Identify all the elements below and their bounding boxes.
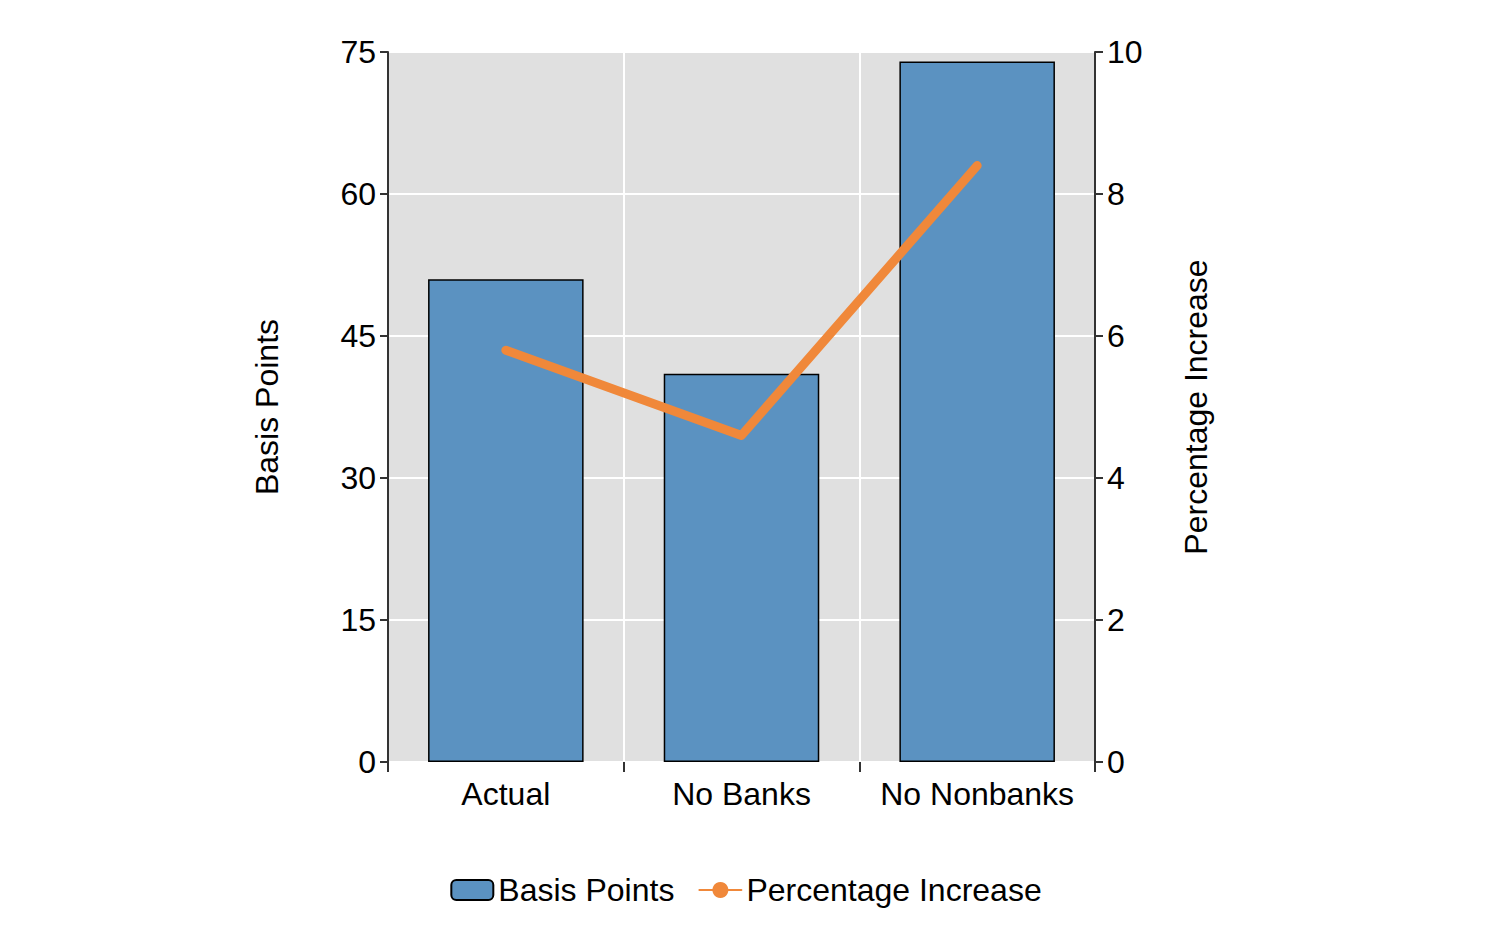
svg-text:2: 2 [1107, 602, 1125, 638]
svg-text:No Nonbanks: No Nonbanks [880, 776, 1074, 812]
svg-text:Percentage Increase: Percentage Increase [746, 872, 1041, 908]
svg-text:Basis Points: Basis Points [249, 319, 285, 495]
svg-text:8: 8 [1107, 176, 1125, 212]
svg-text:Percentage Increase: Percentage Increase [1178, 259, 1214, 554]
svg-text:0: 0 [358, 744, 376, 780]
svg-text:45: 45 [340, 318, 376, 354]
svg-text:4: 4 [1107, 460, 1125, 496]
svg-text:30: 30 [340, 460, 376, 496]
svg-text:15: 15 [340, 602, 376, 638]
svg-text:75: 75 [340, 34, 376, 70]
svg-text:10: 10 [1107, 34, 1143, 70]
svg-text:Basis Points: Basis Points [498, 872, 674, 908]
svg-text:0: 0 [1107, 744, 1125, 780]
svg-text:60: 60 [340, 176, 376, 212]
svg-text:No Banks: No Banks [672, 776, 811, 812]
svg-text:Actual: Actual [461, 776, 550, 812]
svg-text:6: 6 [1107, 318, 1125, 354]
